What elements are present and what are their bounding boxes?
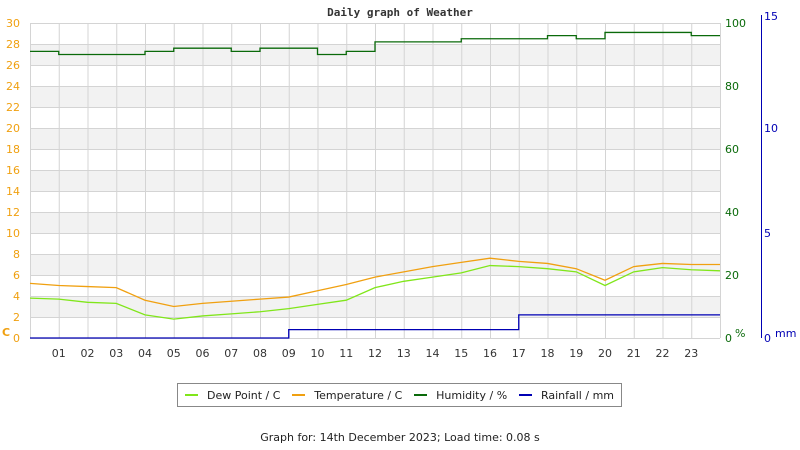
svg-text:5: 5 bbox=[764, 227, 771, 240]
svg-text:04: 04 bbox=[138, 347, 152, 360]
svg-text:01: 01 bbox=[52, 347, 66, 360]
right-axis-humidity: 0 20 40 60 80 100% bbox=[725, 17, 746, 345]
legend-swatch-icon bbox=[185, 394, 198, 396]
legend-swatch-icon bbox=[414, 394, 428, 396]
series-rainfall bbox=[30, 314, 720, 339]
legend-item-humidity: Humidity / % bbox=[414, 389, 507, 402]
legend-item-dew-point: Dew Point / C bbox=[185, 389, 280, 402]
legend-label: Temperature / C bbox=[314, 388, 403, 402]
series-temperature bbox=[29, 257, 720, 308]
svg-text:%: % bbox=[735, 327, 745, 340]
svg-text:11: 11 bbox=[339, 347, 353, 360]
svg-text:10: 10 bbox=[311, 347, 325, 360]
chart-legend: Dew Point / C Temperature / C Humidity / %… bbox=[177, 383, 622, 407]
legend-label: Dew Point / C bbox=[207, 388, 281, 402]
svg-text:15: 15 bbox=[454, 347, 468, 360]
svg-text:10: 10 bbox=[6, 227, 20, 240]
svg-text:60: 60 bbox=[725, 143, 739, 156]
svg-text:02: 02 bbox=[81, 347, 95, 360]
svg-text:18: 18 bbox=[6, 143, 20, 156]
svg-text:8: 8 bbox=[13, 248, 20, 261]
svg-text:24: 24 bbox=[6, 80, 20, 93]
svg-text:19: 19 bbox=[569, 347, 583, 360]
svg-text:06: 06 bbox=[196, 347, 210, 360]
svg-text:10: 10 bbox=[764, 122, 778, 135]
svg-text:08: 08 bbox=[253, 347, 267, 360]
svg-text:20: 20 bbox=[6, 122, 20, 135]
right-axis-rainfall: 0 5 10 15 mm bbox=[761, 10, 796, 345]
svg-text:14: 14 bbox=[426, 347, 440, 360]
svg-text:20: 20 bbox=[725, 269, 739, 282]
svg-text:6: 6 bbox=[13, 269, 20, 282]
svg-text:0: 0 bbox=[764, 332, 771, 345]
svg-text:12: 12 bbox=[6, 206, 20, 219]
weather-chart: Daily graph of Weather 02468101214161820… bbox=[2, 6, 796, 360]
svg-text:09: 09 bbox=[282, 347, 296, 360]
svg-text:0: 0 bbox=[725, 332, 732, 345]
svg-text:22: 22 bbox=[656, 347, 670, 360]
svg-text:16: 16 bbox=[6, 164, 20, 177]
legend-swatch-icon bbox=[292, 394, 306, 396]
svg-text:26: 26 bbox=[6, 59, 20, 72]
svg-text:40: 40 bbox=[725, 206, 739, 219]
svg-text:100: 100 bbox=[725, 17, 746, 30]
svg-text:80: 80 bbox=[725, 80, 739, 93]
svg-text:21: 21 bbox=[627, 347, 641, 360]
legend-label: Humidity / % bbox=[436, 388, 508, 402]
svg-text:23: 23 bbox=[684, 347, 698, 360]
svg-text:2: 2 bbox=[13, 311, 20, 324]
legend-item-rainfall: Rainfall / mm bbox=[518, 388, 614, 402]
svg-text:12: 12 bbox=[368, 347, 382, 360]
plot-grid bbox=[30, 23, 721, 339]
series-humidity bbox=[30, 31, 720, 56]
svg-text:C: C bbox=[2, 326, 10, 339]
svg-text:30: 30 bbox=[6, 17, 20, 30]
legend-item-temperature: Temperature / C bbox=[292, 389, 402, 402]
svg-text:14: 14 bbox=[6, 185, 20, 198]
series-dew-point bbox=[29, 264, 721, 320]
svg-text:18: 18 bbox=[541, 347, 555, 360]
chart-title: Daily graph of Weather bbox=[327, 6, 473, 19]
svg-text:28: 28 bbox=[6, 38, 20, 51]
svg-text:4: 4 bbox=[13, 290, 20, 303]
svg-text:07: 07 bbox=[224, 347, 238, 360]
svg-text:0: 0 bbox=[13, 332, 20, 345]
svg-text:16: 16 bbox=[483, 347, 497, 360]
svg-text:05: 05 bbox=[167, 347, 181, 360]
svg-text:22: 22 bbox=[6, 101, 20, 114]
plot-series bbox=[29, 31, 721, 339]
svg-text:20: 20 bbox=[598, 347, 612, 360]
legend-label: Rainfall / mm bbox=[540, 388, 614, 402]
svg-text:15: 15 bbox=[764, 10, 778, 23]
legend-swatch-icon bbox=[518, 394, 532, 396]
svg-text:13: 13 bbox=[397, 347, 411, 360]
svg-text:17: 17 bbox=[512, 347, 526, 360]
svg-text:03: 03 bbox=[109, 347, 123, 360]
svg-text:mm: mm bbox=[775, 327, 796, 340]
graph-footer: Graph for: 14th December 2023; Load time… bbox=[260, 431, 540, 444]
x-axis-hours: 01 02 03 04 05 06 07 08 09 10 11 12 13 14 15 16 17 18 19 20… bbox=[52, 347, 699, 360]
